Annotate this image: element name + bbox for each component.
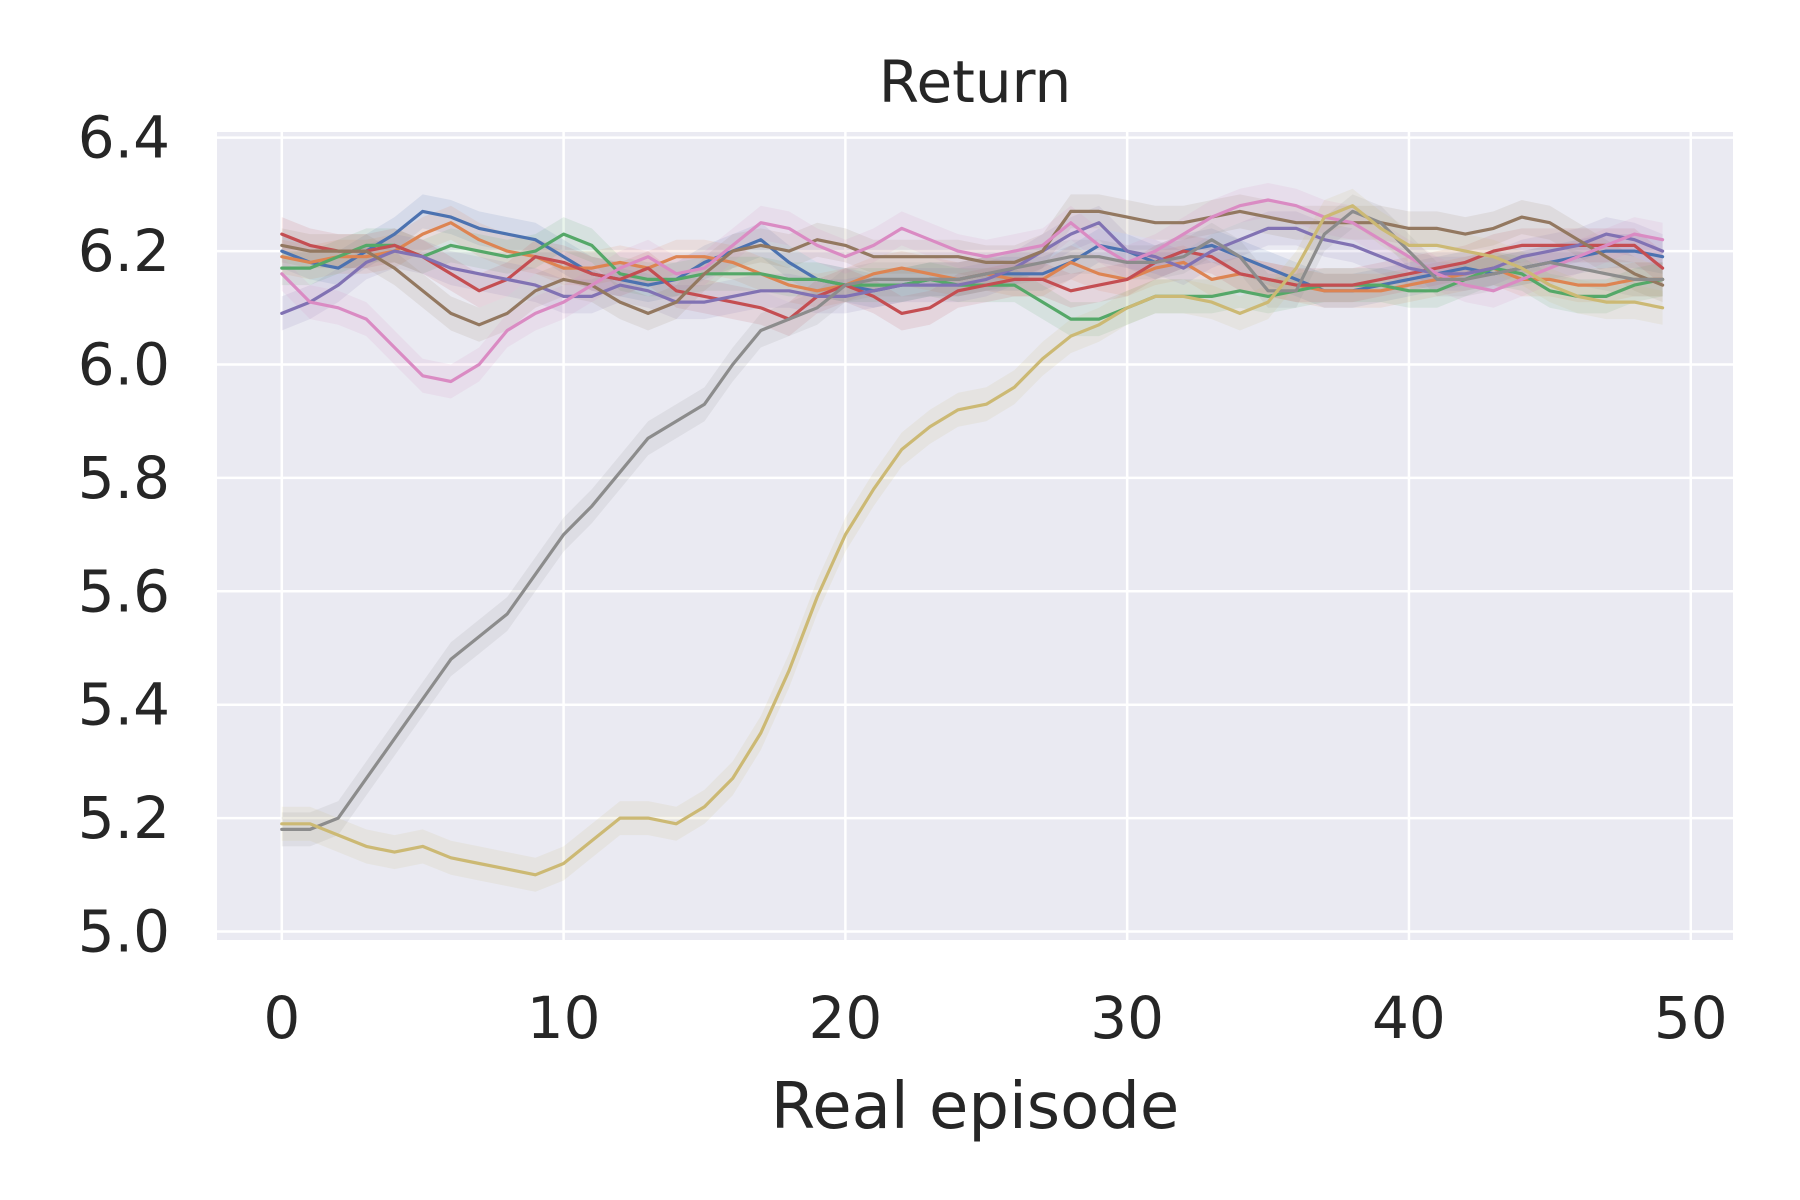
y-tick-label: 6.2 xyxy=(78,217,170,285)
confidence-band-9 xyxy=(281,188,1663,892)
y-tick-label: 5.6 xyxy=(78,557,170,625)
series-line-9 xyxy=(280,204,1665,877)
y-tick-label: 6.0 xyxy=(78,330,170,398)
plot-area-background xyxy=(217,132,1733,940)
y-tick-label: 5.8 xyxy=(78,444,170,512)
y-tick-label: 5.4 xyxy=(78,671,170,739)
x-axis-title: Real episode xyxy=(771,1070,1180,1144)
confidence-band-2 xyxy=(281,205,1663,308)
y-tick-label: 5.2 xyxy=(78,784,170,852)
y-tick-label: 6.4 xyxy=(78,104,170,172)
confidence-band-7 xyxy=(281,183,1663,399)
series-line-6 xyxy=(280,209,1665,327)
series-line-8 xyxy=(280,209,1665,832)
y-tick-label: 5.0 xyxy=(78,897,170,965)
x-tick-label: 50 xyxy=(1654,984,1728,1052)
y-tick-labels: 5.0 5.2 5.4 5.6 5.8 6.0 6.2 6.4 xyxy=(78,104,170,966)
x-tick-label: 0 xyxy=(263,984,300,1052)
series-line-4 xyxy=(280,232,1665,321)
x-tick-label: 30 xyxy=(1090,984,1164,1052)
x-tick-label: 20 xyxy=(808,984,882,1052)
confidence-band-8 xyxy=(281,194,1663,847)
series-line-3 xyxy=(280,232,1665,321)
chart-title: Return xyxy=(879,48,1071,116)
x-tick-labels: 0 10 20 30 40 50 xyxy=(263,984,1727,1052)
series-lines xyxy=(280,198,1665,877)
series-line-7 xyxy=(280,198,1665,384)
x-tick-label: 40 xyxy=(1372,984,1446,1052)
x-tick-label: 10 xyxy=(527,984,601,1052)
